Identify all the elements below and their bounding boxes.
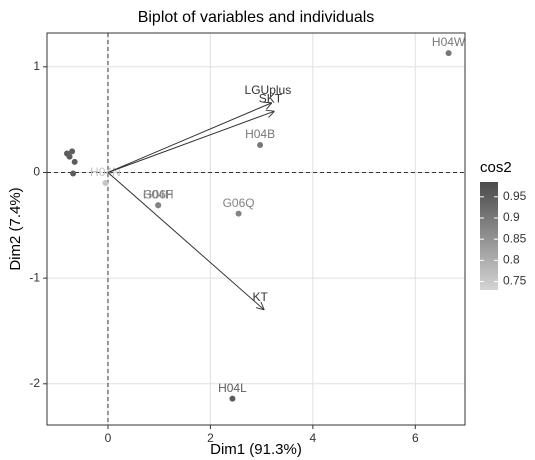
individual-point bbox=[229, 395, 236, 402]
individual-point bbox=[235, 210, 242, 217]
individual-point bbox=[445, 50, 452, 57]
color-bar-label: 0.9 bbox=[503, 210, 520, 224]
variable-label: LGUplus bbox=[245, 83, 292, 97]
variable-arrow bbox=[107, 172, 264, 309]
individual-label: H04W bbox=[432, 35, 466, 49]
individual-point bbox=[155, 202, 162, 209]
x-tick-label: 4 bbox=[310, 431, 317, 445]
plot-border bbox=[46, 32, 466, 426]
individual-label: H04B bbox=[245, 127, 275, 141]
color-bar bbox=[480, 182, 498, 290]
y-tick-label: 0 bbox=[33, 165, 40, 179]
variable-arrow bbox=[107, 103, 272, 173]
variable-arrow bbox=[107, 111, 274, 173]
x-tick-label: 2 bbox=[207, 431, 214, 445]
plot-panel bbox=[47, 33, 465, 425]
color-bar-label: 0.95 bbox=[503, 189, 527, 203]
individual-point bbox=[102, 180, 109, 187]
y-tick-label: -1 bbox=[29, 270, 40, 284]
individual-point bbox=[71, 158, 78, 165]
color-bar-label: 0.85 bbox=[503, 231, 527, 245]
individual-label: H04N bbox=[90, 165, 121, 179]
individual-point bbox=[69, 148, 76, 155]
y-tick-label: 1 bbox=[33, 59, 40, 73]
variable-label: KT bbox=[253, 290, 269, 304]
y-axis-label: Dim2 (7.4%) bbox=[7, 187, 24, 270]
individual-label: G06Q bbox=[223, 196, 255, 210]
chart-title: Biplot of variables and individuals bbox=[138, 9, 375, 26]
individual-label: H04L bbox=[218, 381, 247, 395]
individual-point bbox=[70, 170, 77, 177]
color-bar-label: 0.8 bbox=[503, 253, 520, 267]
x-axis-label: Dim1 (91.3%) bbox=[210, 441, 302, 458]
y-tick-label: -2 bbox=[29, 376, 40, 390]
individual-label: H04H bbox=[143, 187, 174, 201]
individual-label: G06F bbox=[143, 187, 173, 201]
color-bar-label: 0.75 bbox=[503, 274, 527, 288]
legend-title: cos2 bbox=[480, 159, 512, 176]
x-tick-label: 0 bbox=[105, 431, 112, 445]
x-tick-label: 6 bbox=[412, 431, 419, 445]
variable-label: SKT bbox=[259, 91, 283, 105]
individual-point bbox=[63, 150, 70, 157]
individual-point bbox=[257, 142, 264, 148]
